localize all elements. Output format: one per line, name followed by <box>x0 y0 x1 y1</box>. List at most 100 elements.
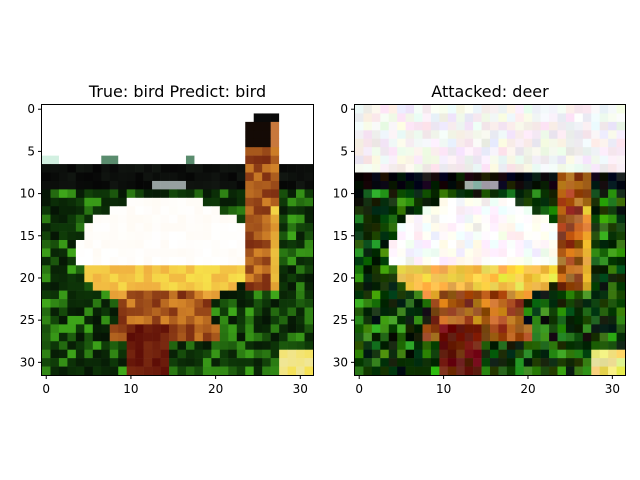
image-pixel <box>228 341 238 350</box>
image-pixel <box>118 147 127 156</box>
image-pixel <box>219 189 229 199</box>
image-pixel <box>506 240 516 249</box>
image-pixel <box>279 248 288 258</box>
image-pixel <box>515 358 525 367</box>
y-tick-label: 0 <box>27 102 35 116</box>
image-pixel <box>363 105 373 114</box>
image-pixel <box>304 341 314 350</box>
image-pixel <box>557 366 567 376</box>
image-pixel <box>50 341 60 350</box>
y-tick-label: 5 <box>27 144 35 158</box>
image-pixel <box>439 248 449 258</box>
image-pixel <box>75 341 85 350</box>
image-pixel <box>430 341 440 350</box>
image-pixel <box>397 282 406 291</box>
image-pixel <box>565 147 575 156</box>
image-pixel <box>67 265 77 275</box>
image-pixel <box>532 315 541 325</box>
image-pixel <box>523 147 533 156</box>
image-pixel <box>608 307 617 317</box>
image-pixel <box>245 240 255 249</box>
image-pixel <box>92 180 102 190</box>
image-pixel <box>84 341 94 350</box>
image-pixel <box>143 366 153 376</box>
image-pixel <box>75 155 85 165</box>
image-pixel <box>422 197 432 207</box>
image-pixel <box>304 147 314 156</box>
image-pixel <box>481 189 491 199</box>
image-pixel <box>185 138 195 148</box>
image-pixel <box>363 147 373 156</box>
image-pixel <box>430 307 440 317</box>
image-pixel <box>481 324 491 334</box>
image-pixel <box>506 324 516 334</box>
image-pixel <box>50 105 60 114</box>
image-pixel <box>219 172 229 182</box>
image-pixel <box>456 113 465 123</box>
image-pixel <box>296 138 305 148</box>
image-pixel <box>219 299 229 308</box>
image-pixel <box>599 299 609 308</box>
image-pixel <box>515 290 525 300</box>
image-pixel <box>92 223 102 232</box>
image-pixel <box>185 299 195 308</box>
image-pixel <box>236 315 246 325</box>
y-tick-label: 25 <box>333 313 348 327</box>
image-pixel <box>371 231 381 241</box>
image-pixel <box>591 172 600 182</box>
image-pixel <box>253 231 263 241</box>
image-pixel <box>422 299 432 308</box>
image-pixel <box>380 231 390 241</box>
image-pixel <box>540 164 550 173</box>
image-pixel <box>202 332 212 342</box>
image-pixel <box>490 256 499 266</box>
image-pixel <box>236 180 246 190</box>
image-pixel <box>58 324 68 334</box>
y-tick-label: 20 <box>333 271 348 285</box>
image-pixel <box>245 155 255 165</box>
image-pixel <box>42 290 51 300</box>
image-pixel <box>101 155 111 165</box>
image-pixel <box>160 358 170 367</box>
image-pixel <box>439 324 449 334</box>
image-pixel <box>135 180 144 190</box>
image-pixel <box>464 164 474 173</box>
image-pixel <box>211 315 221 325</box>
image-pixel <box>67 358 77 367</box>
image-pixel <box>439 155 449 165</box>
image-pixel <box>304 105 314 114</box>
image-pixel <box>245 349 255 359</box>
image-pixel <box>371 366 381 376</box>
image-pixel <box>540 130 550 140</box>
image-pixel <box>430 105 440 114</box>
image-pixel <box>397 315 406 325</box>
image-pixel <box>253 332 263 342</box>
image-pixel <box>143 113 153 123</box>
image-pixel <box>473 358 482 367</box>
image-pixel <box>506 307 516 317</box>
image-pixel <box>101 315 111 325</box>
image-pixel <box>109 113 119 123</box>
image-pixel <box>549 147 558 156</box>
image-pixel <box>92 113 102 123</box>
image-pixel <box>211 332 221 342</box>
image-pixel <box>169 290 178 300</box>
image-pixel <box>126 358 136 367</box>
image-pixel <box>414 366 423 376</box>
image-pixel <box>515 256 525 266</box>
image-pixel <box>169 299 178 308</box>
image-pixel <box>515 341 525 350</box>
image-pixel <box>42 349 51 359</box>
image-pixel <box>211 282 221 291</box>
image-pixel <box>109 130 119 140</box>
image-pixel <box>236 299 246 308</box>
image-pixel <box>414 138 423 148</box>
image-pixel <box>92 214 102 224</box>
image-pixel <box>591 130 600 140</box>
image-pixel <box>228 206 238 215</box>
image-pixel <box>549 164 558 173</box>
image-pixel <box>152 231 161 241</box>
image-pixel <box>532 341 541 350</box>
image-pixel <box>194 282 204 291</box>
image-pixel <box>143 248 153 258</box>
